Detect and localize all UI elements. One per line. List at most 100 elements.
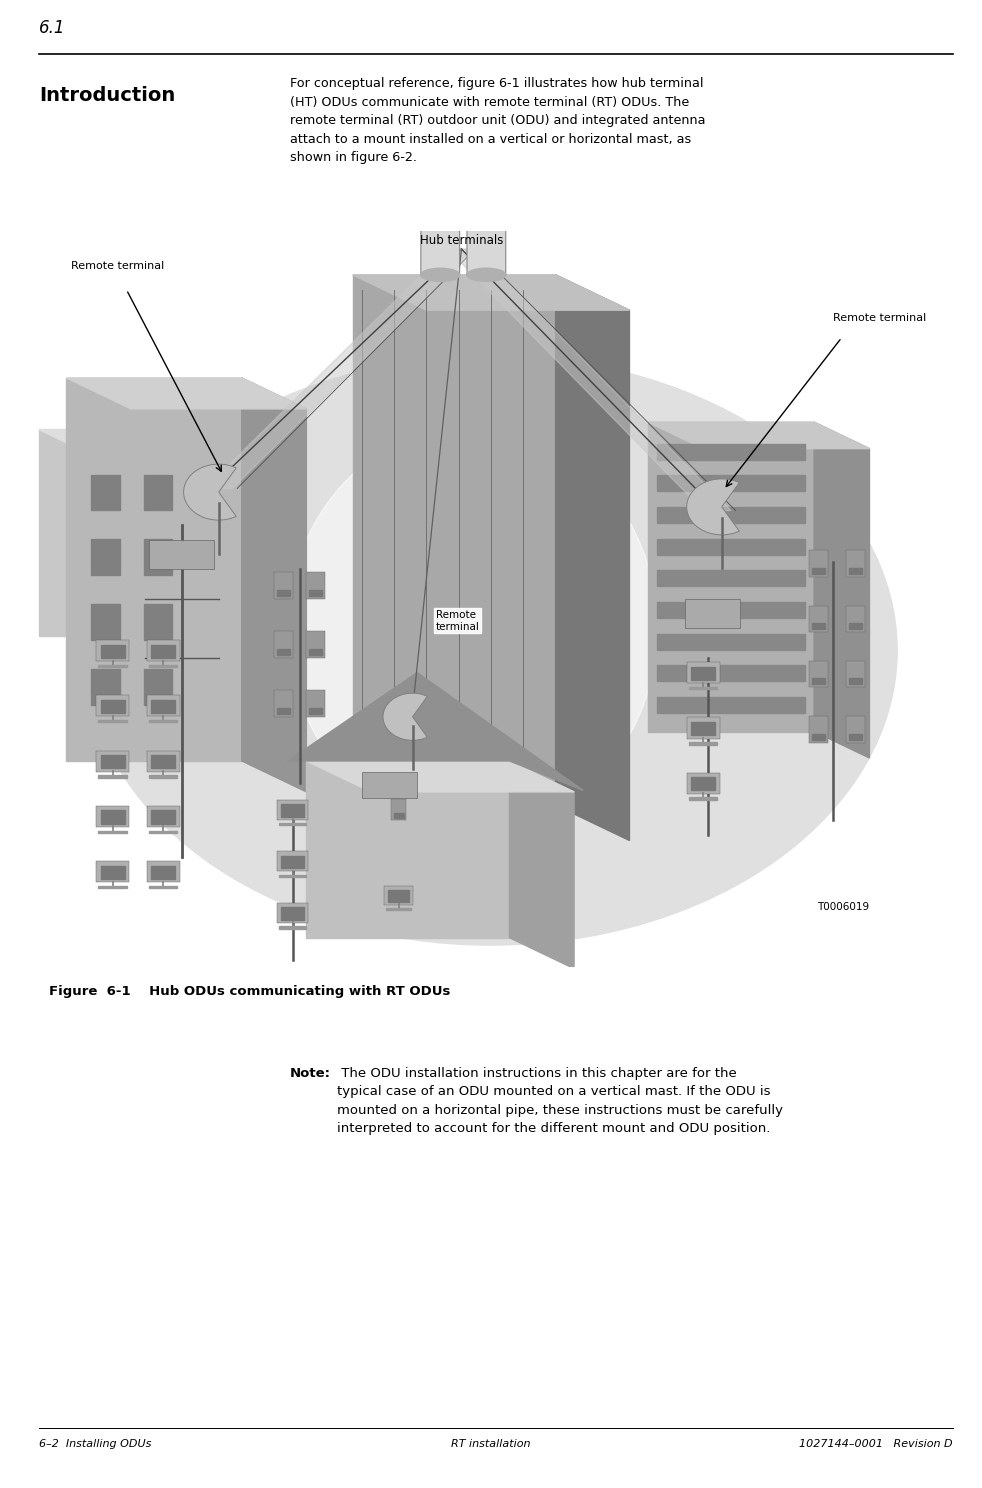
Bar xyxy=(657,475,805,491)
Bar xyxy=(657,443,805,460)
Ellipse shape xyxy=(421,268,460,281)
Bar xyxy=(657,634,805,650)
Polygon shape xyxy=(288,673,583,790)
Bar xyxy=(100,699,125,713)
Text: RT installation: RT installation xyxy=(452,1439,530,1449)
Polygon shape xyxy=(205,248,475,488)
Bar xyxy=(306,573,325,598)
Bar xyxy=(691,667,715,680)
Bar xyxy=(686,772,720,793)
Polygon shape xyxy=(648,423,869,449)
Polygon shape xyxy=(510,760,574,969)
Bar xyxy=(691,777,715,790)
Bar xyxy=(689,798,718,799)
Bar xyxy=(849,568,862,574)
Bar xyxy=(143,604,173,640)
Bar xyxy=(151,754,175,768)
Ellipse shape xyxy=(467,268,506,281)
Bar xyxy=(274,573,293,598)
Bar xyxy=(657,507,805,524)
Polygon shape xyxy=(648,423,814,732)
Bar xyxy=(657,570,805,586)
Bar xyxy=(846,661,865,687)
Bar xyxy=(149,540,214,570)
Bar xyxy=(394,812,404,817)
FancyBboxPatch shape xyxy=(421,222,460,277)
Bar xyxy=(686,717,720,738)
Bar xyxy=(149,830,178,833)
Bar xyxy=(657,665,805,682)
Bar xyxy=(809,606,828,632)
Bar xyxy=(309,591,322,597)
Bar xyxy=(657,601,805,618)
Text: Note:: Note: xyxy=(290,1067,331,1080)
Bar xyxy=(98,665,127,667)
Polygon shape xyxy=(556,275,629,841)
Text: Figure  6-1    Hub ODUs communicating with RT ODUs: Figure 6-1 Hub ODUs communicating with R… xyxy=(49,985,451,998)
Bar xyxy=(96,695,130,717)
Bar xyxy=(384,885,413,905)
Text: Remote
terminal: Remote terminal xyxy=(436,610,479,631)
Polygon shape xyxy=(448,248,731,510)
Bar xyxy=(691,722,715,735)
Bar xyxy=(98,720,127,723)
Bar xyxy=(306,690,325,717)
Polygon shape xyxy=(131,430,177,658)
Bar xyxy=(657,539,805,555)
Bar xyxy=(689,687,718,689)
Ellipse shape xyxy=(84,356,898,945)
Text: Remote terminal: Remote terminal xyxy=(833,312,926,323)
Bar xyxy=(274,690,293,717)
Wedge shape xyxy=(184,464,237,521)
Bar xyxy=(149,665,178,667)
Bar xyxy=(309,708,322,714)
Bar xyxy=(98,885,127,888)
Text: 6.1: 6.1 xyxy=(39,19,66,37)
Bar xyxy=(91,670,120,705)
Polygon shape xyxy=(353,275,556,805)
Bar xyxy=(277,591,290,597)
Bar xyxy=(812,734,825,740)
Bar xyxy=(279,823,305,826)
Polygon shape xyxy=(38,430,131,635)
Bar xyxy=(812,568,825,574)
Bar xyxy=(91,604,120,640)
Text: Hub terminals: Hub terminals xyxy=(419,234,503,247)
Bar xyxy=(146,695,180,717)
Bar xyxy=(96,750,130,772)
Bar xyxy=(281,804,303,817)
Bar xyxy=(812,623,825,629)
Bar xyxy=(146,862,180,882)
Bar xyxy=(846,551,865,577)
Bar xyxy=(849,734,862,740)
Ellipse shape xyxy=(288,426,657,830)
Bar xyxy=(689,743,718,744)
Text: Introduction: Introduction xyxy=(39,86,176,106)
Text: The ODU installation instructions in this chapter are for the
typical case of an: The ODU installation instructions in thi… xyxy=(337,1067,783,1135)
Bar xyxy=(91,540,120,574)
Bar xyxy=(846,606,865,632)
Wedge shape xyxy=(686,479,739,534)
Polygon shape xyxy=(242,378,306,792)
Bar xyxy=(809,716,828,743)
Bar xyxy=(812,679,825,684)
Bar xyxy=(277,708,290,714)
Text: For conceptual reference, figure 6-1 illustrates how hub terminal
(HT) ODUs comm: For conceptual reference, figure 6-1 ill… xyxy=(290,77,705,164)
Bar xyxy=(279,875,305,876)
Wedge shape xyxy=(383,693,427,741)
Polygon shape xyxy=(67,378,242,760)
Bar xyxy=(96,862,130,882)
Bar xyxy=(657,696,805,713)
Bar xyxy=(91,475,120,510)
Bar xyxy=(391,799,407,820)
Bar xyxy=(306,631,325,658)
Text: Remote terminal: Remote terminal xyxy=(71,262,164,271)
Polygon shape xyxy=(306,760,510,937)
Bar xyxy=(151,866,175,879)
Polygon shape xyxy=(353,275,629,310)
Polygon shape xyxy=(814,423,869,757)
Bar xyxy=(151,699,175,713)
Bar xyxy=(809,661,828,687)
Bar xyxy=(684,598,740,628)
Bar xyxy=(146,805,180,827)
